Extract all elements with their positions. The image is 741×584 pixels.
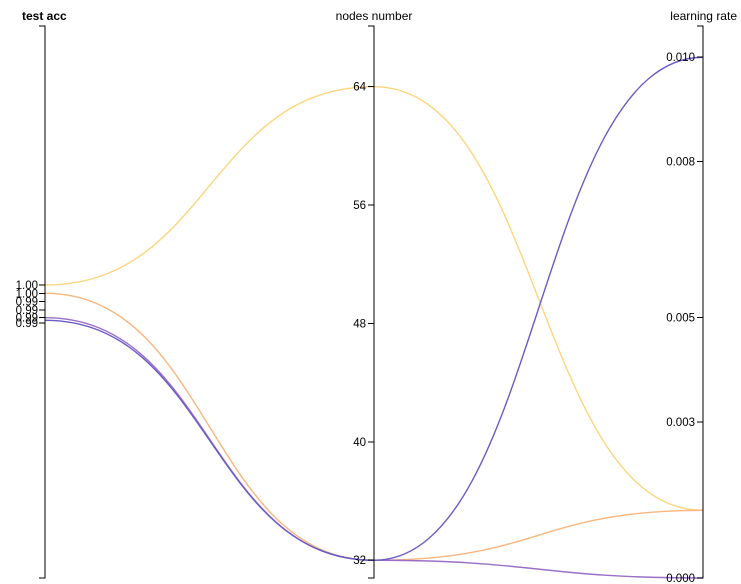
series-line-1 [44,85,704,512]
tick-label: 40 [353,437,366,449]
tick-label: 48 [353,318,366,330]
tick-label: 0.99 [16,318,38,330]
axis-learning-rate: learning rate 0.010 0.008 0.005 0.003 0.000 [666,9,737,584]
tick-label: 0.005 [666,313,695,325]
axis-line-learning-rate [697,25,704,579]
tick-label: 0.99 [16,297,38,309]
series-line-4 [44,56,704,561]
axis-title-learning-rate: learning rate [670,9,737,23]
tick-label: 0.99 [16,305,38,317]
tick-label: 56 [353,200,366,212]
tick-label: 0.008 [666,156,695,168]
tick-label: 64 [353,82,366,94]
tick-label: 1.00 [16,288,38,300]
tick-label: 0.003 [666,417,695,429]
axis-nodes-number: nodes number 64 56 48 40 32 [336,9,413,579]
tick-label: 32 [353,555,366,567]
axis-line-nodes-number [368,25,375,579]
tick-label: 0.000 [666,573,695,584]
tick-label: 0.010 [666,52,695,64]
series-lines [44,56,704,579]
axis-title-nodes-number: nodes number [336,9,413,23]
tick-label: 0.99 [16,313,38,325]
axis-title-test-acc: test acc [22,9,67,23]
tick-label: 1.00 [16,280,38,292]
